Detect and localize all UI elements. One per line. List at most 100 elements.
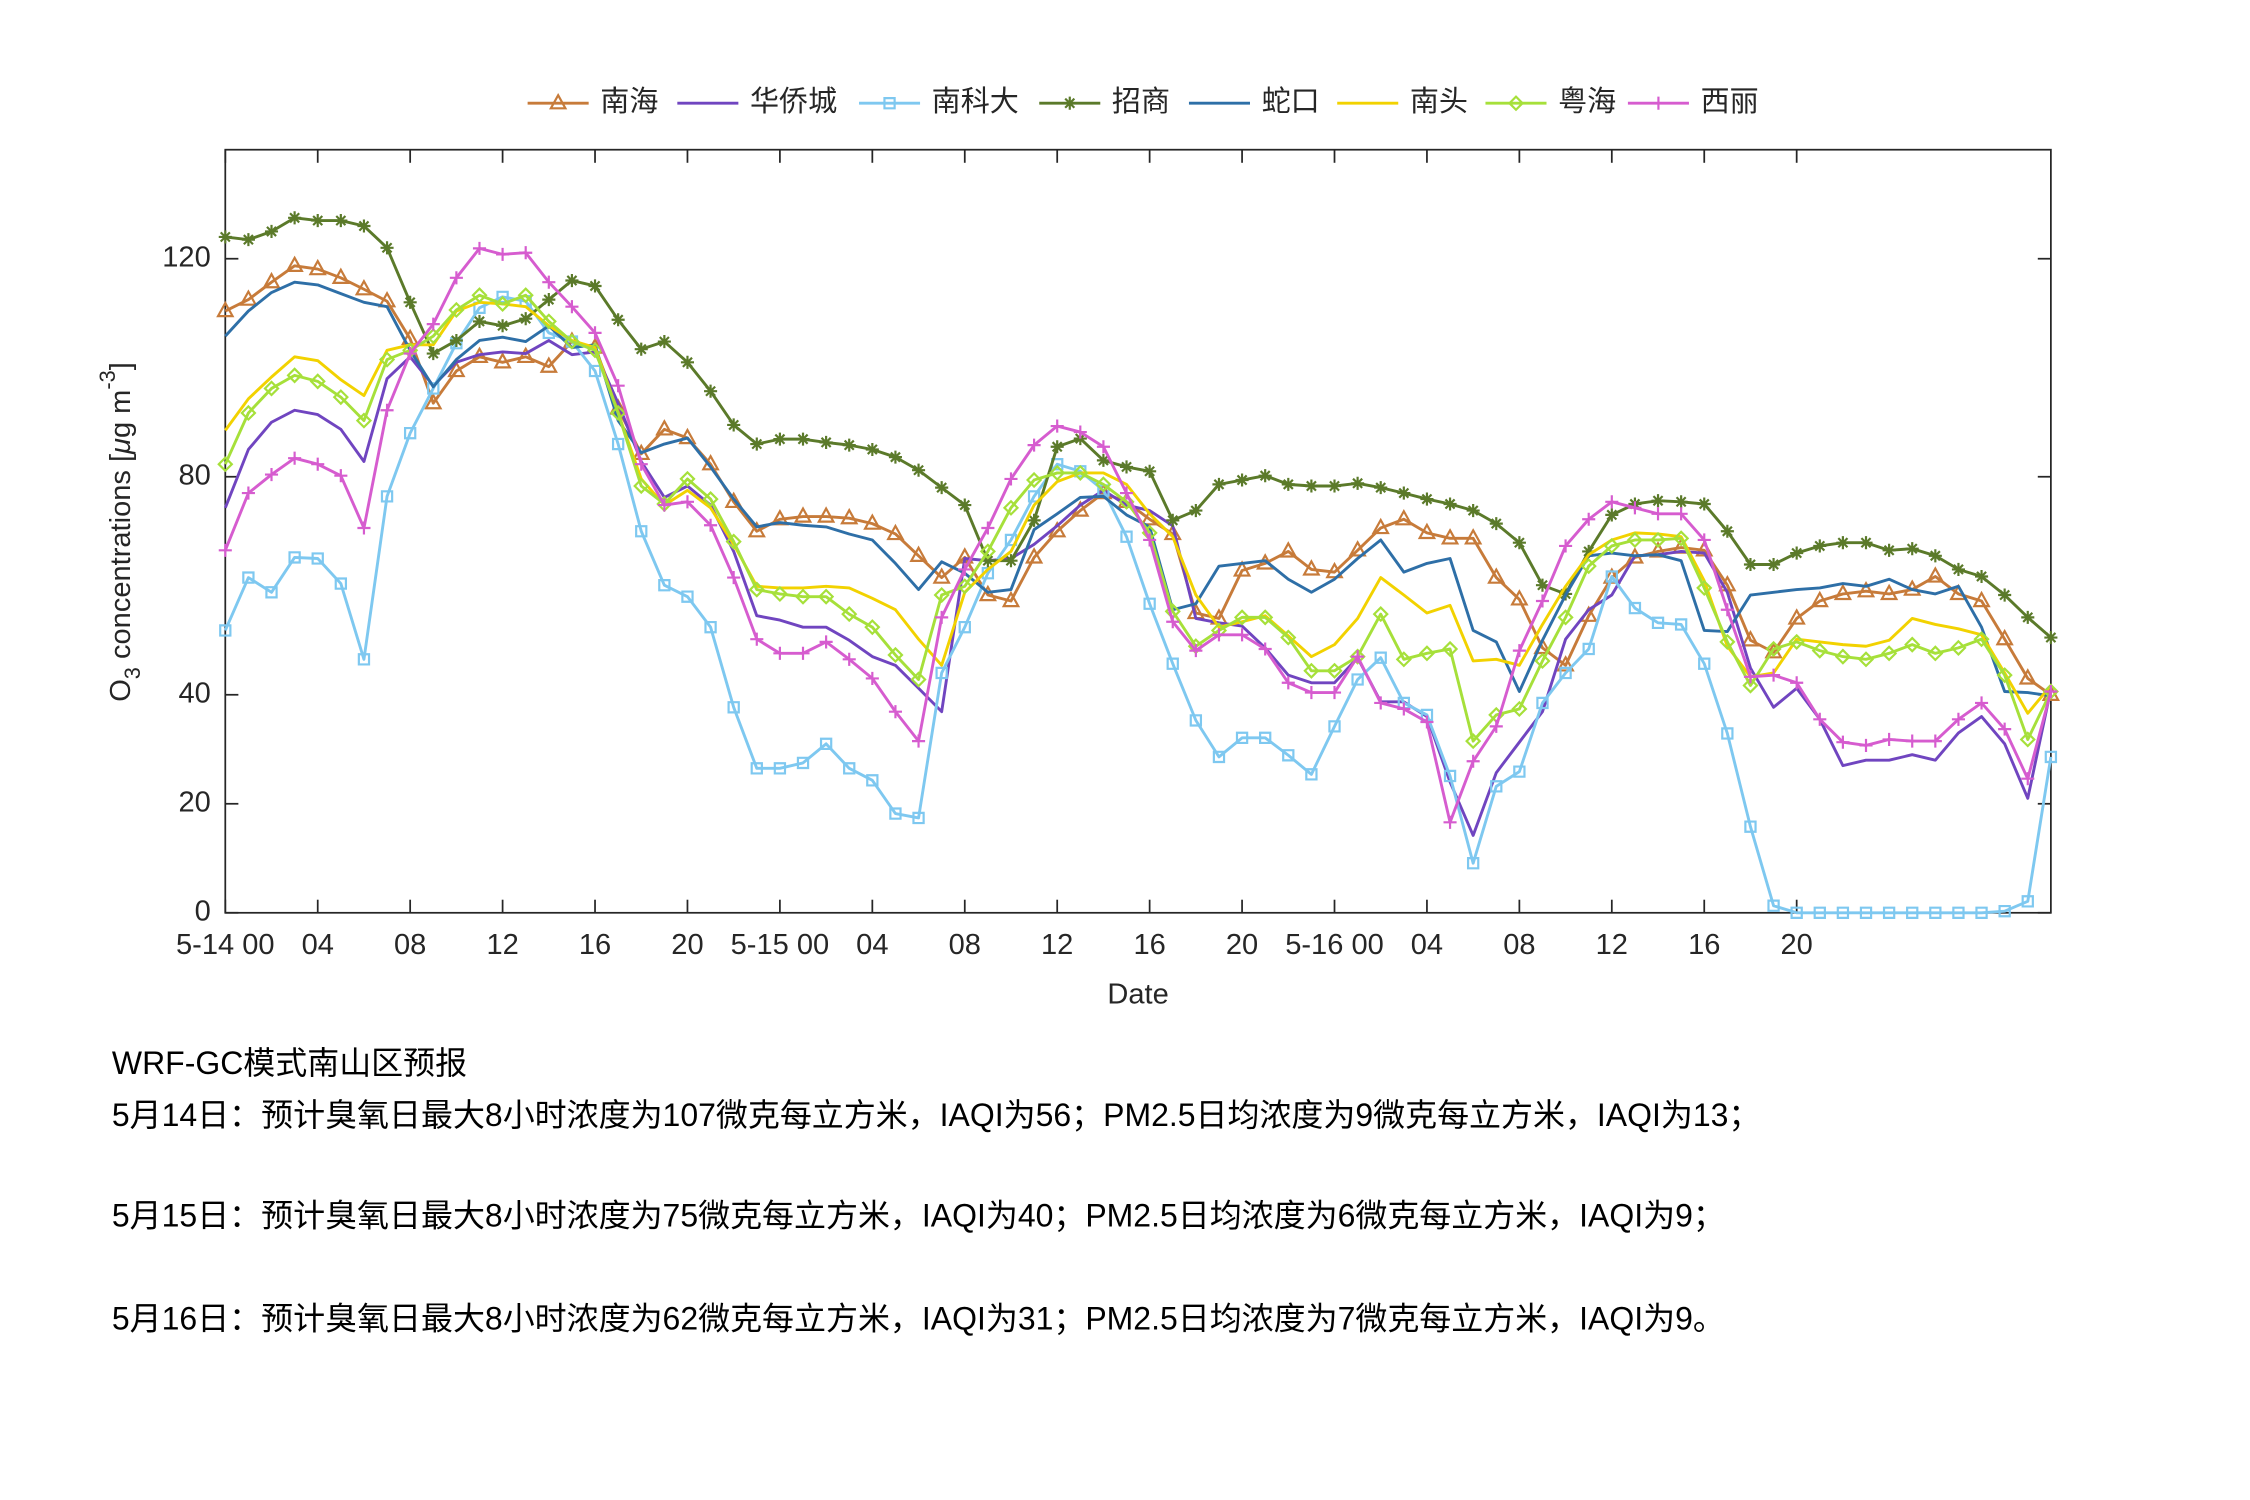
marker bbox=[242, 571, 255, 584]
marker bbox=[285, 255, 304, 272]
y-axis-label-part: μ bbox=[105, 438, 137, 455]
marker bbox=[403, 295, 417, 309]
marker bbox=[655, 419, 674, 436]
marker bbox=[819, 635, 833, 649]
marker bbox=[1836, 906, 1850, 919]
marker bbox=[1904, 636, 1921, 653]
marker bbox=[1235, 628, 1249, 642]
marker bbox=[262, 271, 281, 289]
marker bbox=[796, 432, 810, 446]
marker bbox=[288, 211, 302, 225]
marker bbox=[840, 507, 859, 525]
marker bbox=[887, 646, 904, 664]
marker bbox=[819, 435, 833, 449]
marker bbox=[1928, 549, 1942, 563]
marker bbox=[1996, 667, 2013, 684]
marker bbox=[472, 241, 487, 255]
marker bbox=[1926, 566, 1945, 583]
marker bbox=[263, 380, 280, 397]
marker bbox=[1327, 686, 1342, 700]
marker bbox=[1233, 609, 1251, 626]
marker bbox=[1951, 562, 1965, 576]
legend-marker bbox=[1651, 96, 1665, 110]
marker bbox=[1258, 642, 1272, 656]
y-tick-label: 40 bbox=[178, 677, 210, 709]
marker bbox=[956, 578, 973, 595]
marker bbox=[1767, 557, 1781, 572]
marker bbox=[1189, 644, 1203, 658]
marker bbox=[1697, 497, 1711, 511]
marker bbox=[288, 451, 302, 465]
marker bbox=[496, 319, 510, 333]
marker bbox=[1235, 731, 1249, 745]
marker bbox=[1232, 560, 1252, 577]
marker bbox=[311, 214, 325, 228]
marker bbox=[863, 513, 882, 530]
x-tick-label: 5-14 00 bbox=[176, 929, 275, 961]
marker bbox=[240, 404, 257, 422]
marker bbox=[1120, 530, 1133, 543]
marker bbox=[1374, 481, 1388, 495]
legend-label: 粤海 bbox=[1558, 85, 1616, 118]
marker bbox=[958, 562, 972, 576]
marker bbox=[634, 342, 648, 356]
marker bbox=[1420, 708, 1434, 722]
marker bbox=[1512, 536, 1526, 550]
marker bbox=[610, 404, 627, 422]
marker bbox=[1741, 630, 1760, 647]
marker bbox=[750, 762, 763, 775]
marker bbox=[403, 426, 417, 440]
marker bbox=[843, 762, 856, 775]
marker bbox=[1119, 486, 1134, 500]
marker bbox=[1765, 640, 1782, 658]
marker bbox=[311, 552, 324, 565]
legend-marker bbox=[549, 92, 568, 110]
x-tick-label: 16 bbox=[1133, 929, 1165, 961]
y-axis-label-part: concentrations [ bbox=[105, 454, 137, 667]
marker bbox=[2021, 610, 2035, 624]
legend-label: 西丽 bbox=[1701, 86, 1759, 118]
marker bbox=[449, 271, 463, 285]
marker bbox=[493, 352, 512, 369]
y-axis-label-part: -3 bbox=[95, 370, 120, 389]
marker bbox=[1905, 542, 1919, 556]
marker bbox=[1767, 668, 1781, 682]
marker bbox=[1882, 732, 1896, 747]
marker bbox=[308, 258, 327, 276]
marker bbox=[217, 456, 234, 473]
marker bbox=[1304, 686, 1318, 700]
marker bbox=[1371, 517, 1390, 535]
y-axis-label-part: ] bbox=[105, 362, 137, 370]
marker bbox=[1905, 734, 1919, 748]
marker bbox=[909, 545, 928, 562]
marker bbox=[241, 233, 255, 247]
marker bbox=[1628, 501, 1642, 515]
marker bbox=[747, 521, 766, 538]
marker bbox=[1534, 652, 1551, 670]
x-tick-label: 12 bbox=[486, 929, 518, 961]
marker bbox=[818, 588, 835, 605]
marker bbox=[1281, 477, 1295, 491]
marker bbox=[1743, 670, 1758, 684]
marker bbox=[1397, 486, 1411, 500]
marker bbox=[449, 333, 463, 348]
note: 5月15日：预计臭氧日最大8小时浓度为75微克每立方米，IAQI为40；PM2.… bbox=[112, 1197, 1725, 1233]
marker bbox=[1998, 722, 2012, 736]
marker bbox=[658, 579, 671, 592]
marker bbox=[1487, 567, 1506, 584]
marker bbox=[1605, 570, 1618, 583]
marker bbox=[958, 621, 971, 634]
marker bbox=[1351, 476, 1365, 490]
marker bbox=[1906, 906, 1919, 919]
marker bbox=[633, 477, 650, 495]
marker bbox=[1559, 666, 1572, 680]
marker bbox=[816, 506, 836, 523]
marker bbox=[935, 666, 948, 680]
marker bbox=[1394, 509, 1413, 526]
marker bbox=[1651, 507, 1665, 521]
marker bbox=[793, 506, 813, 523]
legend-marker bbox=[883, 97, 896, 110]
marker bbox=[796, 646, 810, 660]
marker bbox=[1513, 765, 1526, 778]
marker bbox=[1189, 714, 1203, 727]
